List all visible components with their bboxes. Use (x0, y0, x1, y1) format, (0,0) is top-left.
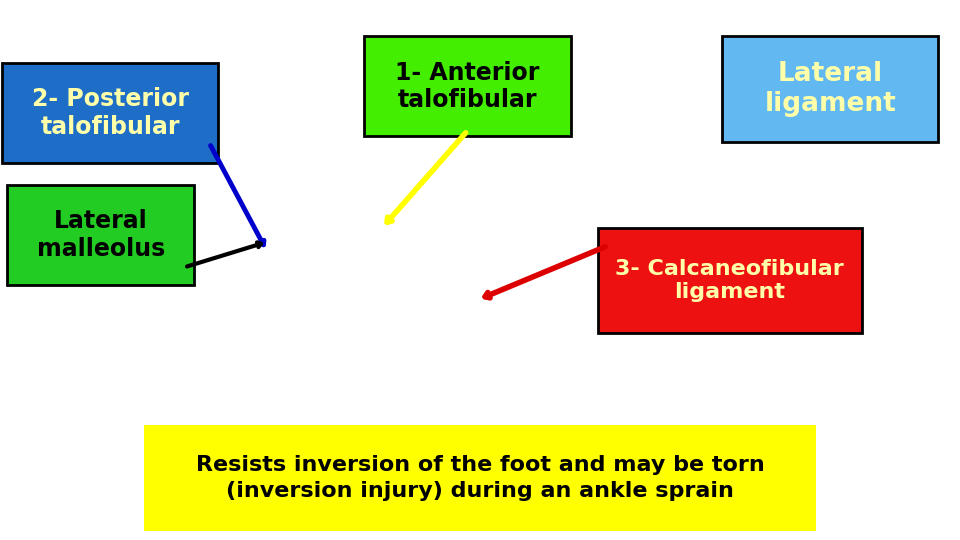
Text: Lateral
malleolus: Lateral malleolus (36, 209, 165, 261)
FancyBboxPatch shape (3, 63, 218, 163)
FancyBboxPatch shape (722, 37, 938, 142)
FancyBboxPatch shape (597, 228, 862, 333)
Text: 1- Anterior
talofibular: 1- Anterior talofibular (396, 60, 540, 112)
FancyBboxPatch shape (144, 426, 816, 530)
Text: Resists inversion of the foot and may be torn
(inversion injury) during an ankle: Resists inversion of the foot and may be… (196, 455, 764, 501)
Text: Lateral
ligament: Lateral ligament (764, 61, 897, 117)
Text: 2- Posterior
talofibular: 2- Posterior talofibular (32, 87, 189, 139)
FancyBboxPatch shape (8, 185, 194, 285)
FancyBboxPatch shape (364, 37, 570, 137)
Text: 3- Calcaneofibular
ligament: 3- Calcaneofibular ligament (615, 259, 844, 302)
